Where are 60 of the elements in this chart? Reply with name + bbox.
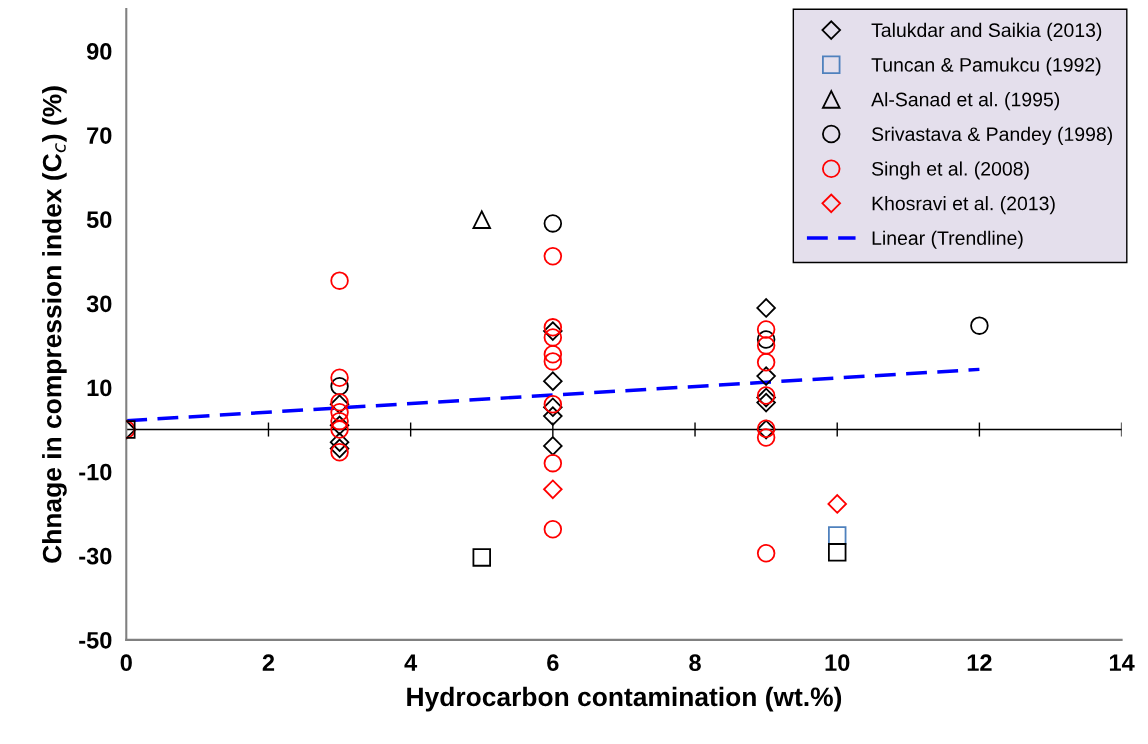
y-axis-title: Chnage in compression index (C$_{c}$) (%)	[42, 86, 67, 563]
x-tick-label: 12	[967, 654, 992, 671]
y-tick-label: 50	[86, 211, 112, 229]
x-axis-title: Hydrocarbon contamination (wt.%)	[407, 686, 842, 712]
legend-label: Srivastava & Pandey (1998)	[871, 126, 1112, 145]
x-tick-label: 2	[262, 654, 275, 671]
point	[330, 411, 349, 431]
point	[756, 392, 776, 413]
point	[330, 420, 349, 439]
point	[543, 345, 563, 364]
y-tick-label: -10	[79, 463, 112, 481]
point	[329, 432, 350, 452]
legend-label: Linear (Trendline)	[872, 230, 1023, 249]
legend-label: Tuncan & Pamukcu (1992)	[871, 57, 1101, 76]
point	[543, 479, 563, 500]
point	[827, 543, 847, 562]
y-tick-label: -50	[79, 631, 112, 649]
point	[330, 403, 349, 422]
point	[543, 328, 563, 347]
point	[329, 438, 350, 459]
point	[543, 519, 563, 539]
y-tick-label: 90	[86, 43, 112, 60]
x-tick-label: 6	[547, 654, 559, 672]
y-tick-label: 10	[87, 379, 112, 397]
y-tick-label: 30	[86, 295, 112, 313]
point	[329, 415, 350, 436]
point	[543, 436, 563, 456]
point	[543, 371, 563, 391]
legend-label: Singh et al. (2008)	[871, 161, 1029, 180]
point	[756, 298, 776, 318]
point	[756, 320, 776, 339]
x-tick-label: 0	[120, 654, 132, 672]
point	[756, 366, 776, 386]
y-tick-label: -30	[79, 547, 112, 565]
legend-label: Al-Sanad et al. (1995)	[871, 92, 1060, 111]
x-tick-label: 10	[825, 654, 850, 672]
legend-label: Talukdar and Saikia (2013)	[871, 22, 1102, 41]
point	[472, 210, 491, 229]
point	[756, 336, 776, 355]
point	[543, 214, 563, 233]
point	[543, 247, 563, 266]
y-tick-label: 70	[87, 127, 112, 144]
point	[543, 406, 563, 426]
x-tick-label: 8	[689, 654, 701, 672]
x-tick-label: 4	[404, 654, 418, 671]
point	[330, 271, 349, 290]
legend-label: Khosravi et al. (2013)	[872, 196, 1055, 215]
point	[756, 330, 776, 349]
point	[330, 376, 349, 396]
x-tick-label: 14	[1109, 654, 1135, 671]
point	[330, 368, 349, 388]
point	[543, 453, 563, 473]
point	[970, 316, 989, 335]
point	[543, 352, 563, 371]
point	[330, 443, 349, 462]
point	[756, 353, 776, 372]
point	[756, 543, 776, 563]
point	[472, 548, 491, 567]
point	[827, 494, 847, 514]
point	[756, 428, 776, 447]
